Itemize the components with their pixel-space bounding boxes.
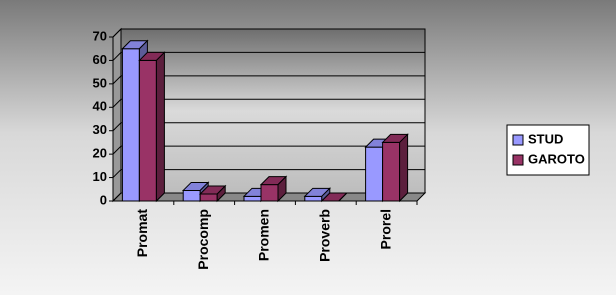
y-tick-label: 20 (93, 146, 107, 161)
y-tick-label: 10 (93, 169, 107, 184)
bar-side (399, 133, 409, 203)
bar-front (304, 195, 323, 202)
x-tick-label: Promen (256, 209, 272, 261)
y-tick-label: 30 (93, 122, 107, 137)
bar-front (382, 141, 401, 202)
y-tick-label: 0 (100, 192, 107, 207)
legend-swatch (512, 154, 524, 166)
bar-side (155, 51, 165, 203)
grid-line (112, 145, 425, 155)
bar-front (260, 184, 279, 202)
bar-front (121, 48, 140, 202)
x-tick-label: Procomp (195, 209, 211, 270)
y-tick-label: 70 (93, 28, 107, 43)
bar (259, 175, 288, 203)
bar (320, 192, 349, 202)
bar-front (138, 59, 157, 202)
grid-line (112, 169, 425, 178)
bar-front (365, 146, 384, 202)
bar-side (338, 192, 348, 202)
bar-side (277, 175, 287, 203)
legend-box (506, 124, 590, 176)
x-tick-label: Promat (134, 209, 150, 258)
bar-side (216, 184, 226, 203)
legend-label: GAROTO (528, 151, 585, 166)
bar (303, 187, 332, 203)
grid-line (112, 98, 425, 108)
plot-side-wall (112, 27, 122, 203)
y-tick-label: 60 (93, 52, 107, 67)
y-tick-label: 50 (93, 75, 107, 90)
bar (381, 133, 409, 203)
grid-line (112, 122, 425, 132)
y-tick-label: 40 (93, 99, 107, 114)
grid-line (112, 75, 425, 85)
x-tick-label: Prorel (377, 209, 393, 249)
bar-front (199, 193, 218, 202)
legend-label: STUD (528, 131, 563, 146)
bar (198, 184, 227, 203)
legend-swatch (512, 134, 524, 146)
bar-front (182, 189, 201, 202)
bar-front (243, 195, 262, 202)
bar (138, 51, 166, 203)
x-tick-label: Proverb (317, 209, 333, 262)
grid-line (112, 51, 425, 61)
grid-line (112, 28, 425, 38)
